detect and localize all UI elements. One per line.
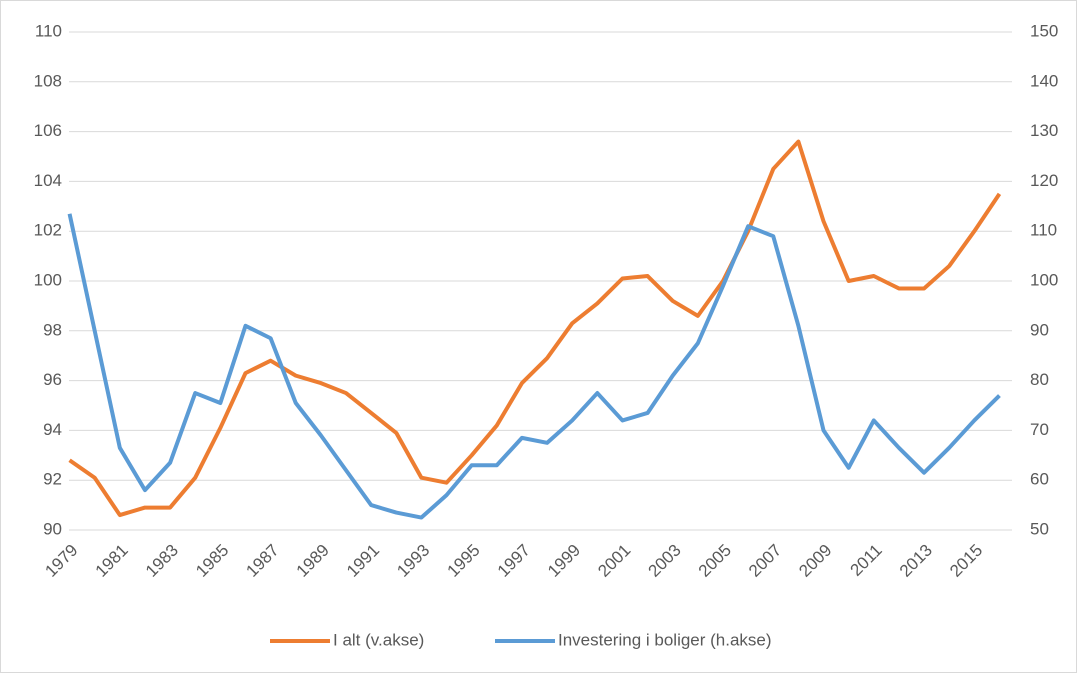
x-tick-label: 2013 xyxy=(896,541,936,581)
x-tick-label: 2001 xyxy=(594,541,634,581)
y2-tick-label: 60 xyxy=(1030,470,1049,489)
x-tick-label: 1981 xyxy=(92,541,132,581)
y-tick-label: 106 xyxy=(34,121,62,140)
x-tick-label: 1985 xyxy=(192,541,232,581)
x-tick-label: 2007 xyxy=(745,541,785,581)
x-tick-label: 2011 xyxy=(846,541,885,580)
x-tick-label: 1983 xyxy=(142,541,182,581)
y2-tick-label: 80 xyxy=(1030,370,1049,389)
x-tick-label: 2009 xyxy=(795,541,835,581)
y-tick-label: 108 xyxy=(34,71,62,90)
y-tick-label: 92 xyxy=(43,470,62,489)
legend-label: I alt (v.akse) xyxy=(333,630,424,649)
y-tick-label: 100 xyxy=(34,270,62,289)
y2-tick-label: 130 xyxy=(1030,121,1058,140)
y-tick-label: 110 xyxy=(35,21,62,40)
y-tick-label: 94 xyxy=(43,420,62,439)
y2-tick-label: 100 xyxy=(1030,270,1058,289)
y-tick-label: 102 xyxy=(34,221,62,240)
x-tick-label: 1999 xyxy=(544,541,584,581)
x-tick-label: 1987 xyxy=(242,541,282,581)
x-tick-label: 2015 xyxy=(946,541,986,581)
x-tick-label: 1995 xyxy=(443,541,483,581)
y-tick-label: 96 xyxy=(43,370,62,389)
x-tick-label: 1991 xyxy=(343,541,383,581)
y2-tick-label: 150 xyxy=(1030,21,1058,40)
y2-tick-label: 110 xyxy=(1030,221,1057,240)
y-tick-label: 90 xyxy=(43,519,62,538)
y-tick-label: 104 xyxy=(34,171,62,190)
x-tick-label: 1979 xyxy=(41,541,81,581)
y2-tick-label: 90 xyxy=(1030,320,1049,339)
series-line xyxy=(67,213,1001,520)
x-tick-label: 1997 xyxy=(494,541,534,581)
y2-tick-label: 50 xyxy=(1030,519,1049,538)
y2-tick-label: 140 xyxy=(1030,71,1058,90)
y2-tick-label: 120 xyxy=(1030,171,1058,190)
x-tick-label: 1993 xyxy=(393,541,433,581)
x-tick-label: 2003 xyxy=(645,541,685,581)
series-line xyxy=(68,139,1002,518)
legend-label: Investering i boliger (h.akse) xyxy=(558,630,772,649)
x-tick-label: 1989 xyxy=(293,541,333,581)
y-tick-label: 98 xyxy=(43,320,62,339)
x-tick-label: 2005 xyxy=(695,541,735,581)
y2-tick-label: 70 xyxy=(1030,420,1049,439)
